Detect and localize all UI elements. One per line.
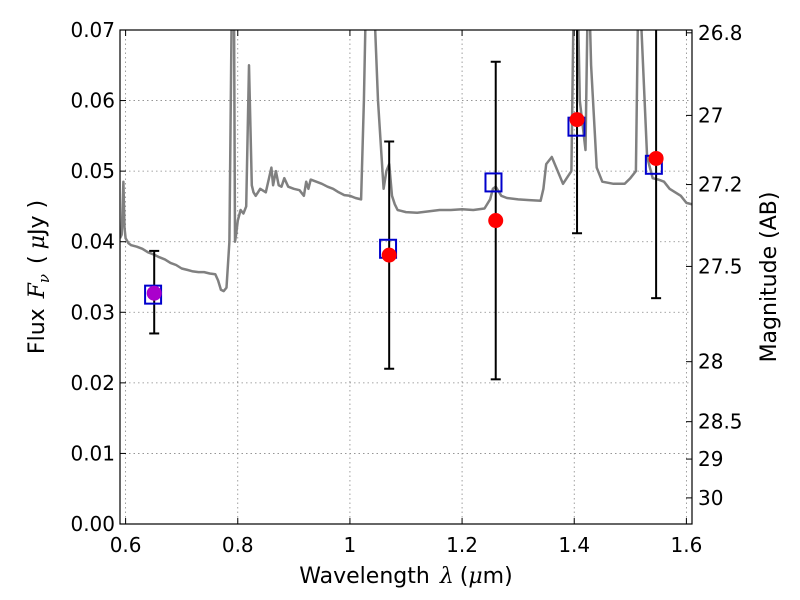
y-tick-label: 0.01 <box>70 441 115 465</box>
y2-tick-label: 30 <box>698 486 723 510</box>
y-axis-ticks: 0.00 0.01 0.02 0.03 0.04 0.05 0.06 0.07 <box>70 18 126 536</box>
y2-tick-label: 26.8 <box>698 21 743 45</box>
y-tick-label: 0.00 <box>70 512 115 536</box>
observed-points-layer <box>146 112 664 301</box>
x-axis-label: Wavelength λ (μm) <box>299 564 512 589</box>
y2-tick-label: 27 <box>698 103 723 127</box>
y-tick-label: 0.04 <box>70 230 115 254</box>
model-photometry-square <box>484 172 503 193</box>
y-tick-label: 0.03 <box>70 300 115 324</box>
y-axis-label: FluxFν(μJy ) <box>25 200 53 354</box>
y-tick-label: 0.05 <box>70 159 115 183</box>
plot-frame <box>119 29 693 525</box>
observed-flux-point <box>648 150 664 166</box>
y2-tick-label: 27.5 <box>698 254 743 278</box>
x-tick-label: 1.6 <box>670 533 702 557</box>
y2-axis-ticks: 26.8 27 27.2 27.5 28 28.5 29 30 <box>686 21 743 510</box>
y2-tick-label: 28.5 <box>698 410 743 434</box>
x-tick-label: 1.2 <box>446 533 478 557</box>
y-tick-label: 0.06 <box>70 89 115 113</box>
observed-flux-point <box>381 247 397 263</box>
x-tick-label: 0.8 <box>222 533 254 557</box>
y2-tick-label: 28 <box>698 350 723 374</box>
x-axis-ticks: 0.6 0.8 1 1.2 1.4 1.6 <box>110 30 702 557</box>
y-tick-label: 0.07 <box>70 18 115 42</box>
observed-flux-point <box>569 112 585 128</box>
observed-flux-point <box>488 213 504 229</box>
x-tick-label: 1 <box>344 533 357 557</box>
observed-flux-point <box>146 285 162 301</box>
y-tick-label: 0.02 <box>70 371 115 395</box>
y2-axis-label: Magnitude (AB) <box>757 192 782 363</box>
grid-lines <box>120 30 692 524</box>
y2-tick-label: 27.2 <box>698 173 743 197</box>
x-tick-label: 1.4 <box>558 533 590 557</box>
plot-background <box>120 30 692 524</box>
x-tick-label: 0.6 <box>110 533 142 557</box>
y2-tick-label: 29 <box>698 447 723 471</box>
